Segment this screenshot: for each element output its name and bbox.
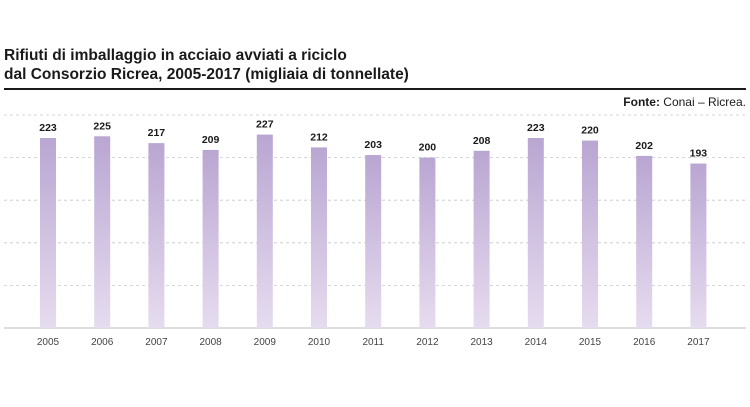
bar-2010 [311,147,327,328]
x-tick-label-2005: 2005 [37,337,60,348]
x-tick-label-2016: 2016 [633,337,656,348]
bar-value-label-2014: 223 [527,122,545,134]
bar-value-label-2011: 203 [364,139,382,151]
bar-value-label-2010: 212 [310,131,328,143]
bar-2014 [527,138,544,328]
bar-value-label-2005: 223 [39,122,57,134]
chart-title-line-1: Rifiuti di imballaggio in acciaio avviat… [4,47,347,64]
chart-title: Rifiuti di imballaggio in acciaio avviat… [4,46,744,84]
bars [40,134,707,328]
bar-2006 [94,136,111,328]
title-rule [4,88,746,90]
bar-2012 [419,157,436,328]
bar-2005 [40,138,56,328]
bar-2013 [473,150,490,328]
x-tick-label-2006: 2006 [91,337,114,348]
source-text: Conai – Ricrea. [663,95,746,109]
bar-value-label-2017: 193 [690,148,708,160]
x-tick-label-2014: 2014 [525,337,548,348]
bar-value-label-2013: 208 [473,135,491,147]
bar-value-label-2009: 227 [256,119,274,131]
source-label: Fonte: [623,95,660,109]
bar-value-label-2007: 217 [148,127,166,139]
bar-2009 [256,134,273,328]
bar-value-labels: 223 225 217 209 227 212 203 200 208 223 220 202 193 [39,119,707,160]
x-tick-label-2011: 2011 [362,337,384,348]
bar-value-label-2016: 202 [635,140,653,152]
bar-value-label-2012: 200 [419,142,437,154]
chart-title-line-2: dal Consorzio Ricrea, 2005-2017 (migliai… [4,66,409,83]
bar-value-label-2008: 209 [202,134,220,146]
x-tick-label-2007: 2007 [145,337,168,348]
x-tick-label-2009: 2009 [254,337,277,348]
x-tick-label-2013: 2013 [470,337,493,348]
bar-2017 [690,163,707,328]
bar-value-label-2015: 220 [581,125,599,137]
x-tick-label-2017: 2017 [687,337,710,348]
x-tick-labels: 2005 2006 2007 2008 2009 2010 2011 2012 2013 2014… [37,337,710,348]
x-tick-label-2015: 2015 [579,337,602,348]
source-note: Fonte: Conai – Ricrea. [623,95,746,109]
bar-2016 [636,155,653,328]
bar-2008 [202,149,219,328]
x-tick-label-2008: 2008 [199,337,222,348]
x-tick-label-2012: 2012 [416,337,439,348]
x-tick-label-2010: 2010 [308,337,331,348]
bar-value-label-2006: 225 [93,120,111,132]
bar-2007 [148,143,165,328]
bar-2015 [582,140,598,328]
bar-2011 [365,155,382,328]
